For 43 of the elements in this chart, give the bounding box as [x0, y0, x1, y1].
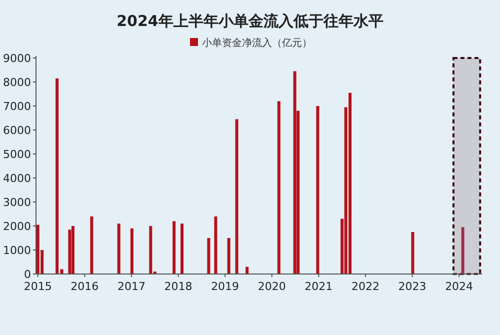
- y-tick-label: 8000: [3, 76, 31, 89]
- bar: [214, 216, 218, 274]
- x-tick-label: 2021: [304, 280, 333, 293]
- bar: [277, 101, 280, 274]
- bar: [293, 71, 296, 274]
- y-tick-label: 5000: [3, 148, 31, 161]
- y-tick-label: 4000: [3, 172, 31, 185]
- y-tick-label: 6000: [3, 124, 31, 137]
- x-tick-label: 2019: [211, 280, 240, 293]
- bar: [235, 119, 238, 274]
- bar: [316, 106, 320, 274]
- bar: [71, 226, 74, 274]
- bar: [348, 92, 352, 274]
- y-tick-label: 7000: [3, 100, 31, 113]
- bar: [246, 266, 249, 274]
- y-tick-label: 3000: [3, 196, 31, 209]
- bar: [180, 224, 184, 274]
- bar: [227, 238, 230, 274]
- bar: [90, 216, 94, 274]
- bar: [461, 227, 464, 274]
- bar: [207, 238, 210, 274]
- bar: [36, 224, 40, 274]
- y-tick-label: 9000: [3, 52, 31, 65]
- y-tick-label: 1000: [3, 244, 31, 257]
- x-tick-label: 2015: [24, 280, 52, 293]
- x-tick-label: 2017: [117, 280, 146, 293]
- chart-title: 2024年上半年小单金流入低于往年水平: [116, 12, 384, 30]
- bar: [411, 232, 414, 274]
- x-tick-label: 2024: [445, 280, 474, 293]
- bar: [149, 226, 152, 274]
- legend-label: 小单资金净流入（亿元）: [202, 37, 312, 49]
- bar: [172, 221, 176, 274]
- x-tick-label: 2018: [164, 280, 192, 293]
- x-tick-label: 2022: [351, 280, 380, 293]
- bar: [117, 224, 120, 274]
- x-tick-label: 2016: [70, 280, 99, 293]
- y-tick-label: 0: [24, 268, 31, 281]
- bar: [130, 228, 134, 274]
- bar: [56, 78, 59, 274]
- x-tick-label: 2023: [398, 280, 426, 293]
- x-tick-label: 2020: [258, 280, 286, 293]
- y-tick-label: 2000: [3, 220, 31, 233]
- bar: [68, 230, 72, 274]
